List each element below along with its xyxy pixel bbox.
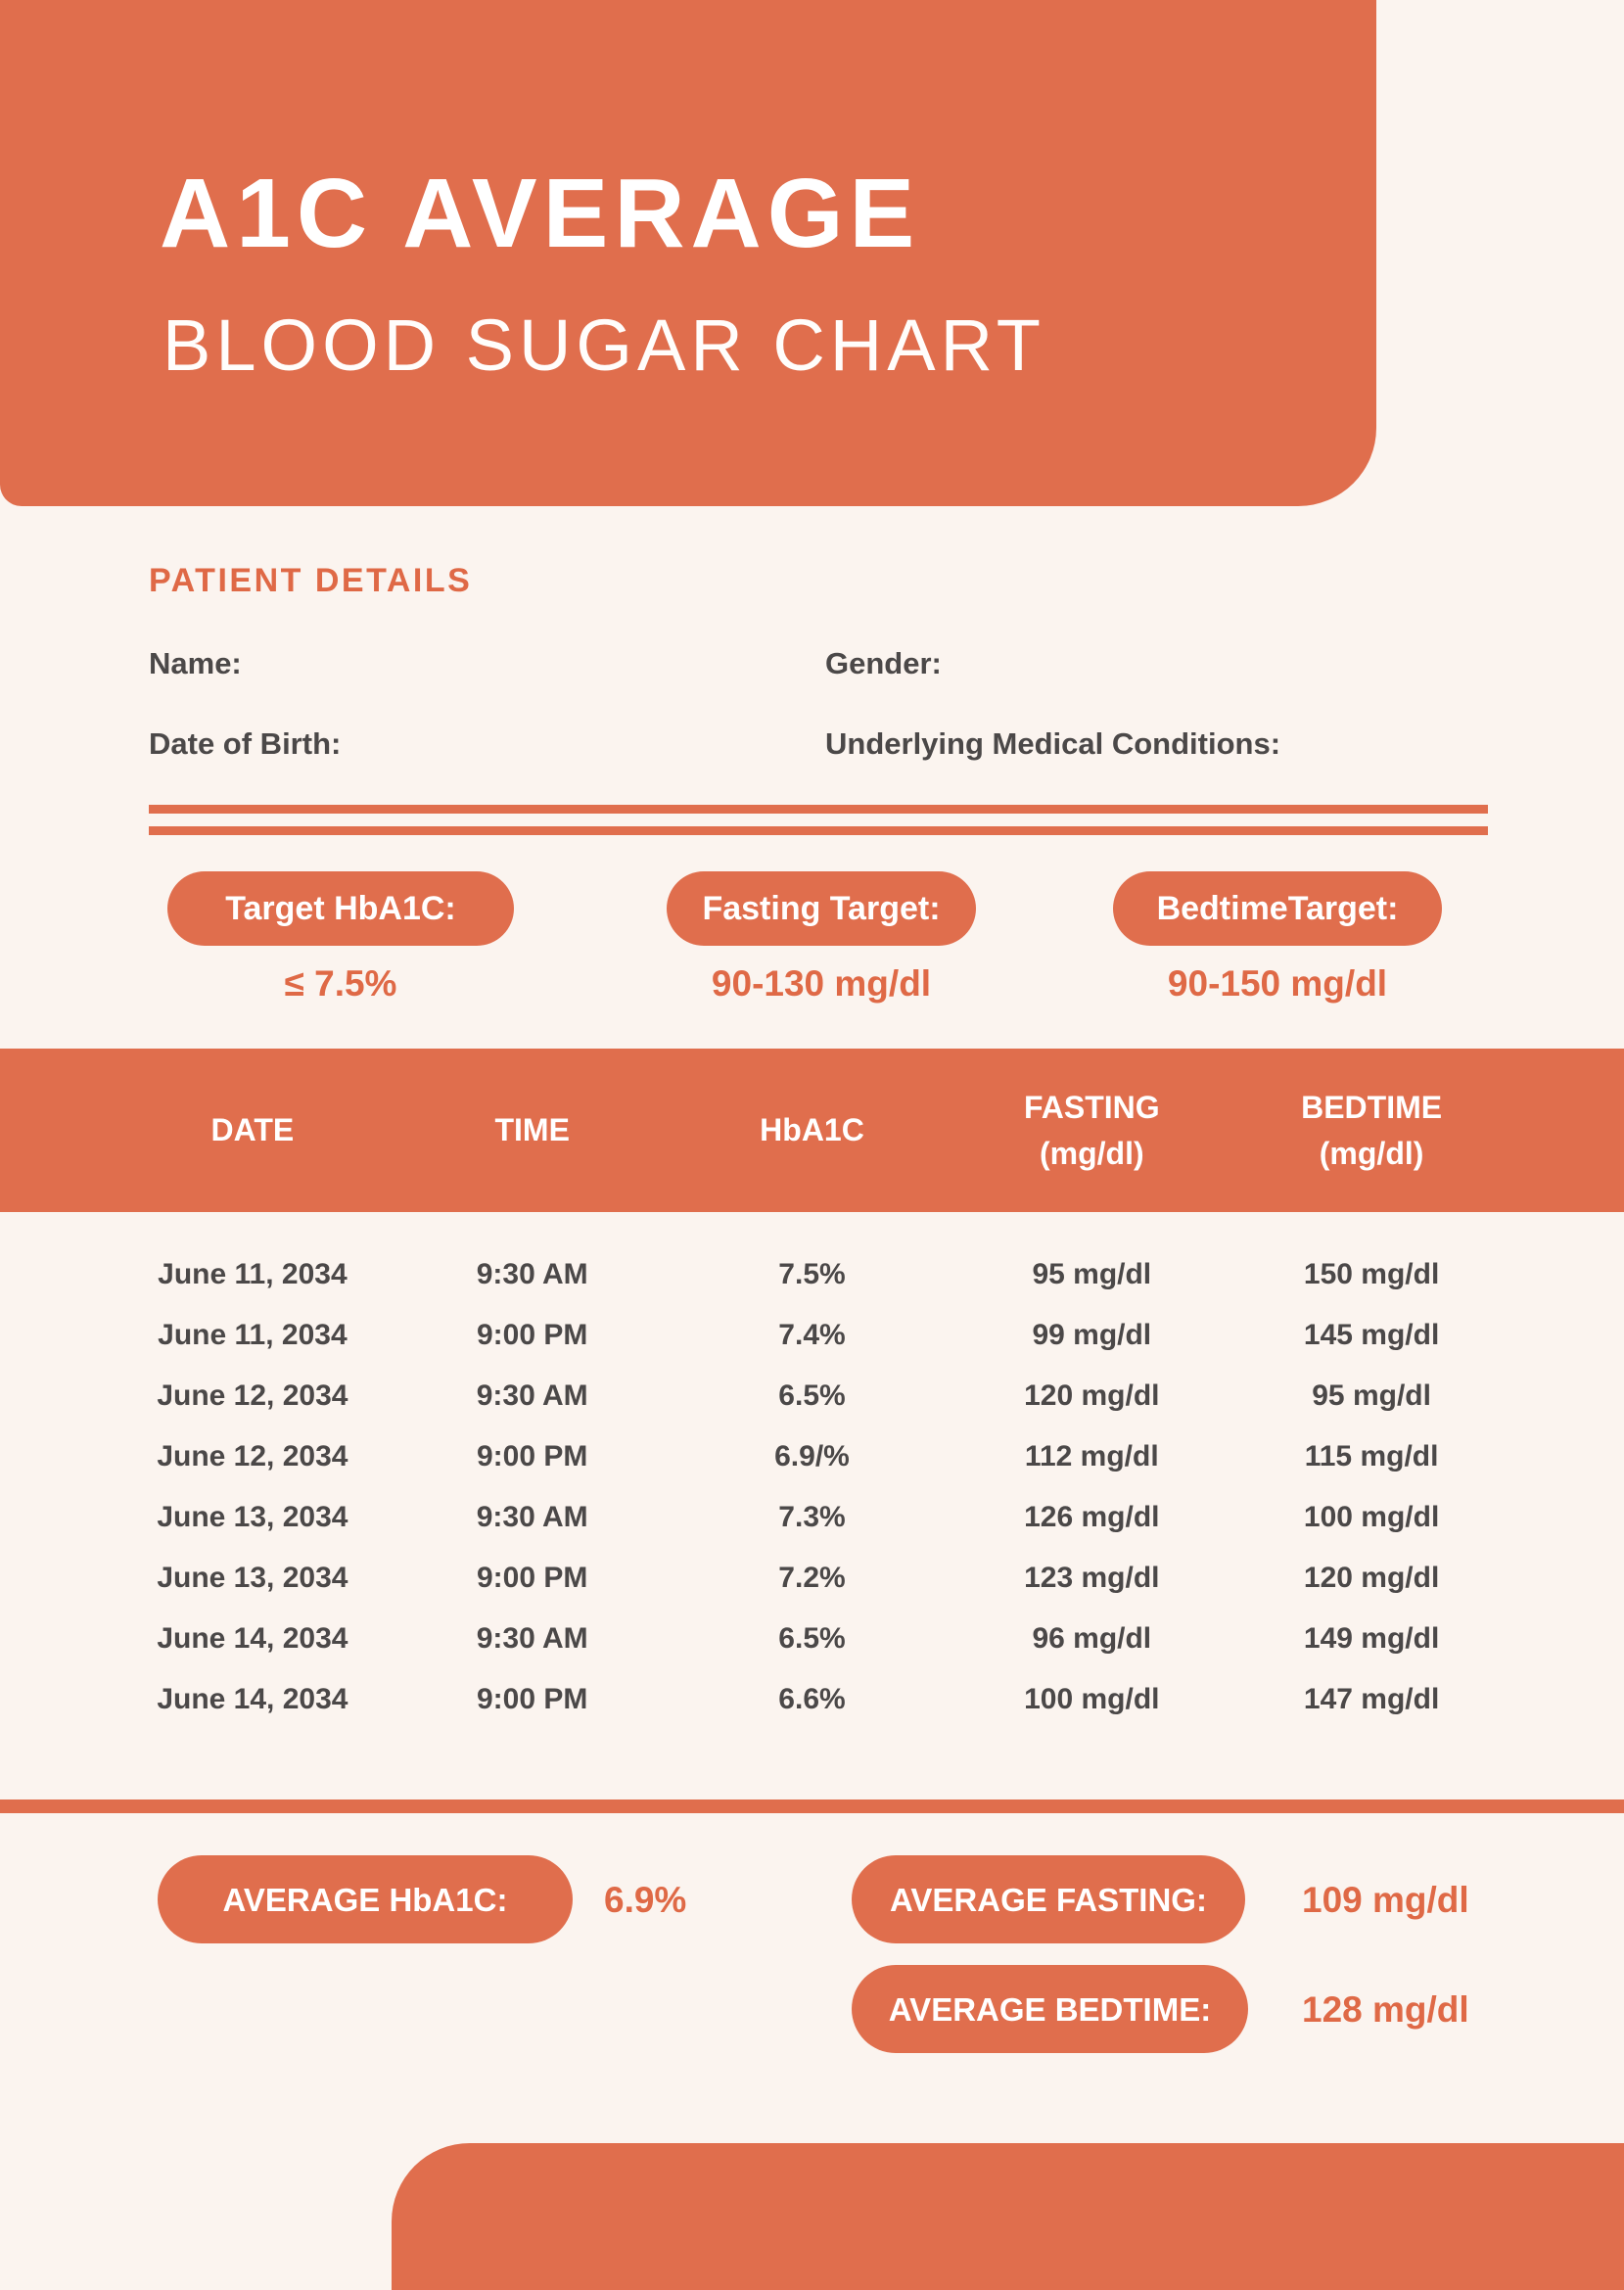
- table-cell: June 14, 2034: [157, 1622, 348, 1655]
- target-hba1c-value: ≤ 7.5%: [284, 963, 397, 1004]
- bedtime-target-label: BedtimeTarget:: [1156, 890, 1399, 927]
- average-hba1c-label: AVERAGE HbA1C:: [222, 1881, 508, 1918]
- document-subtitle: BLOOD SUGAR CHART: [162, 304, 1045, 386]
- gender-field-label: Gender:: [825, 646, 942, 680]
- table-cell: June 14, 2034: [157, 1683, 348, 1715]
- column-header-fasting: FASTING (mg/dl): [1023, 1090, 1160, 1171]
- table-cell: 145 mg/dl: [1303, 1319, 1440, 1351]
- table-cell: 9:30 AM: [476, 1501, 588, 1533]
- footer-banner: [392, 2143, 1624, 2290]
- table-cell: 9:30 AM: [476, 1258, 588, 1290]
- table-bottom-divider: [0, 1799, 1624, 1813]
- table-cell: June 13, 2034: [157, 1562, 348, 1594]
- table-row: June 11, 2034 9:00 PM 7.4% 99 mg/dl 145 …: [113, 1305, 1511, 1366]
- table-cell: 100 mg/dl: [1024, 1683, 1160, 1715]
- table-cell: 6.9/%: [774, 1440, 850, 1472]
- table-cell: 112 mg/dl: [1024, 1440, 1159, 1472]
- table-cell: June 11, 2034: [158, 1319, 348, 1351]
- table-cell: June 13, 2034: [157, 1501, 348, 1533]
- table-cell: 150 mg/dl: [1303, 1258, 1440, 1290]
- table-cell: 120 mg/dl: [1024, 1379, 1160, 1412]
- average-bedtime-label: AVERAGE BEDTIME:: [888, 1990, 1212, 2028]
- average-hba1c-value: 6.9%: [604, 1879, 687, 1920]
- fasting-target-value: 90-130 mg/dl: [711, 963, 932, 1004]
- table-cell: 149 mg/dl: [1303, 1622, 1440, 1655]
- table-cell: 95 mg/dl: [1312, 1379, 1431, 1412]
- table-cell: 126 mg/dl: [1024, 1501, 1160, 1533]
- table-cell: 100 mg/dl: [1303, 1501, 1440, 1533]
- table-cell: 6.5%: [778, 1379, 846, 1412]
- table-row: June 14, 2034 9:30 AM 6.5% 96 mg/dl 149 …: [113, 1609, 1511, 1669]
- divider-line-top: [149, 805, 1488, 814]
- average-hba1c-pill: AVERAGE HbA1C:: [158, 1855, 573, 1943]
- fasting-target-label: Fasting Target:: [702, 890, 941, 927]
- table-cell: 96 mg/dl: [1032, 1622, 1152, 1655]
- column-header-bedtime: BEDTIME (mg/dl): [1301, 1090, 1443, 1171]
- table-cell: 7.3%: [778, 1501, 846, 1533]
- table-cell: 9:00 PM: [477, 1319, 588, 1351]
- fasting-target-pill: Fasting Target:: [667, 871, 976, 946]
- table-cell: 123 mg/dl: [1024, 1562, 1160, 1594]
- table-cell: June 12, 2034: [157, 1379, 348, 1412]
- column-header-hba1c: HbA1C: [760, 1112, 864, 1148]
- table-row: June 12, 2034 9:30 AM 6.5% 120 mg/dl 95 …: [113, 1366, 1511, 1426]
- average-fasting-value: 109 mg/dl: [1302, 1879, 1469, 1920]
- table-cell: 9:30 AM: [476, 1622, 588, 1655]
- table-cell: 7.5%: [778, 1258, 846, 1290]
- table-cell: 6.6%: [778, 1683, 846, 1715]
- table-row: June 13, 2034 9:30 AM 7.3% 126 mg/dl 100…: [113, 1487, 1511, 1548]
- average-fasting-label: AVERAGE FASTING:: [890, 1881, 1207, 1918]
- table-cell: June 11, 2034: [158, 1258, 348, 1290]
- target-hba1c-pill: Target HbA1C:: [167, 871, 514, 946]
- patient-details-heading: PATIENT DETAILS: [149, 562, 473, 599]
- bedtime-target-pill: BedtimeTarget:: [1113, 871, 1442, 946]
- table-cell: 7.2%: [778, 1562, 846, 1594]
- table-cell: 99 mg/dl: [1032, 1319, 1152, 1351]
- divider-line-bottom: [149, 826, 1488, 835]
- table-header-row: DATE TIME HbA1C FASTING (mg/dl) BEDTIME …: [0, 1049, 1624, 1212]
- name-field-label: Name:: [149, 646, 242, 680]
- table-cell: 9:00 PM: [477, 1562, 588, 1594]
- table-row: June 14, 2034 9:00 PM 6.6% 100 mg/dl 147…: [113, 1669, 1511, 1730]
- table-cell: 9:00 PM: [477, 1440, 588, 1472]
- bedtime-target-value: 90-150 mg/dl: [1167, 963, 1388, 1004]
- table-row: June 11, 2034 9:30 AM 7.5% 95 mg/dl 150 …: [113, 1244, 1511, 1305]
- table-row: June 12, 2034 9:00 PM 6.9/% 112 mg/dl 11…: [113, 1426, 1511, 1487]
- target-hba1c-label: Target HbA1C:: [225, 890, 456, 927]
- table-cell: 95 mg/dl: [1032, 1258, 1152, 1290]
- table-cell: 115 mg/dl: [1304, 1440, 1439, 1472]
- column-header-time: TIME: [494, 1112, 570, 1148]
- table-cell: 7.4%: [778, 1319, 846, 1351]
- dob-field-label: Date of Birth:: [149, 726, 342, 761]
- average-bedtime-value: 128 mg/dl: [1302, 1988, 1469, 2030]
- average-fasting-pill: AVERAGE FASTING:: [852, 1855, 1245, 1943]
- document-title: A1C AVERAGE: [160, 159, 921, 268]
- header-banner: A1C AVERAGE BLOOD SUGAR CHART: [0, 0, 1376, 506]
- table-row: June 13, 2034 9:00 PM 7.2% 123 mg/dl 120…: [113, 1548, 1511, 1609]
- average-bedtime-pill: AVERAGE BEDTIME:: [852, 1965, 1248, 2053]
- table-cell: 120 mg/dl: [1303, 1562, 1440, 1594]
- table-cell: 6.5%: [778, 1622, 846, 1655]
- table-body: June 11, 2034 9:30 AM 7.5% 95 mg/dl 150 …: [0, 1244, 1624, 1730]
- conditions-field-label: Underlying Medical Conditions:: [825, 726, 1281, 761]
- table-cell: June 12, 2034: [157, 1440, 348, 1472]
- table-cell: 9:30 AM: [476, 1379, 588, 1412]
- column-header-date: DATE: [210, 1112, 295, 1148]
- table-cell: 147 mg/dl: [1303, 1683, 1440, 1715]
- table-cell: 9:00 PM: [477, 1683, 588, 1715]
